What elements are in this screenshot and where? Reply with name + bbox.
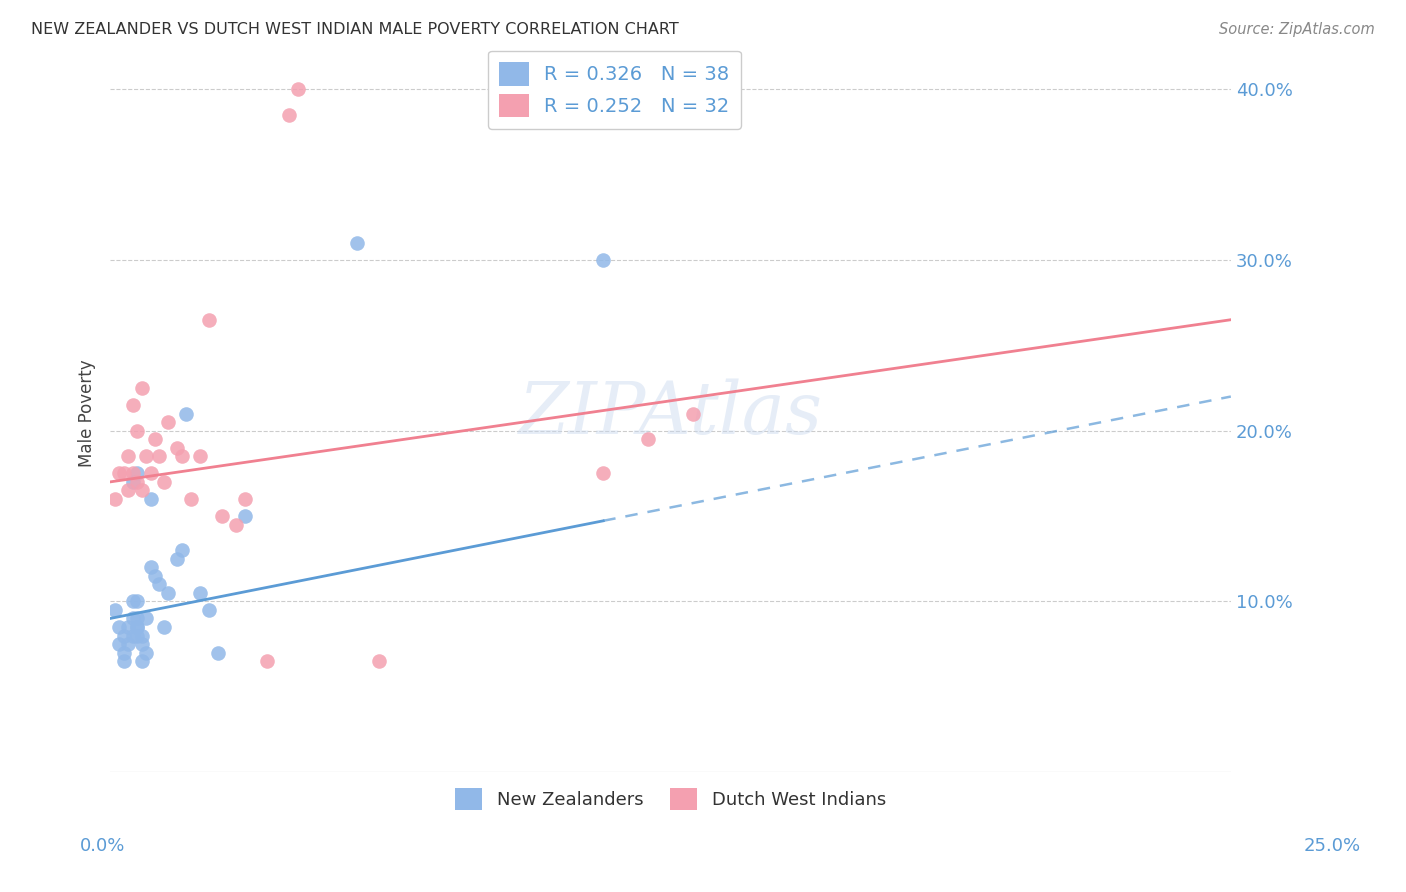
Point (157, 586, 180, 600)
Point (131, 628, 153, 642)
Point (112, 467, 135, 481)
Point (176, 407, 198, 421)
Point (157, 415, 180, 429)
Point (125, 594, 148, 608)
Point (125, 467, 148, 481)
Point (256, 654, 278, 668)
Text: Source: ZipAtlas.com: Source: ZipAtlas.com (1219, 22, 1375, 37)
Point (592, 467, 614, 481)
Point (131, 483, 153, 498)
Point (112, 654, 135, 668)
Point (108, 467, 131, 481)
Point (166, 441, 188, 455)
Point (368, 654, 391, 668)
Text: 0.0%: 0.0% (80, 837, 125, 855)
Point (170, 450, 193, 464)
Point (153, 620, 176, 634)
Point (121, 467, 143, 481)
Point (143, 568, 166, 582)
Point (287, 82, 309, 96)
Point (148, 577, 170, 591)
Point (121, 398, 143, 412)
Point (125, 628, 148, 642)
Point (117, 620, 139, 634)
Point (637, 432, 659, 446)
Legend: New Zealanders, Dutch West Indians: New Zealanders, Dutch West Indians (447, 780, 893, 817)
Point (188, 450, 211, 464)
Point (346, 235, 368, 250)
Point (211, 509, 233, 524)
Point (197, 312, 219, 326)
Point (121, 475, 143, 489)
Point (180, 491, 202, 506)
Text: ZIPAtlas: ZIPAtlas (519, 378, 823, 449)
Point (143, 432, 166, 446)
Point (233, 509, 256, 524)
Point (139, 467, 162, 481)
Point (225, 517, 247, 532)
Point (121, 628, 143, 642)
Point (233, 491, 256, 506)
Point (104, 603, 127, 617)
Point (125, 620, 148, 634)
Point (125, 475, 148, 489)
Point (682, 407, 704, 421)
Point (197, 603, 219, 617)
Text: 25.0%: 25.0% (1303, 837, 1361, 855)
Point (592, 252, 614, 267)
Point (112, 646, 135, 660)
Point (131, 654, 153, 668)
Point (207, 646, 229, 660)
Point (125, 611, 148, 625)
Point (278, 108, 301, 122)
Point (135, 450, 157, 464)
Point (121, 611, 143, 625)
Point (112, 628, 135, 642)
Point (170, 543, 193, 558)
Point (121, 594, 143, 608)
Point (108, 637, 131, 651)
Point (139, 491, 162, 506)
Point (117, 450, 139, 464)
Point (104, 491, 127, 506)
Point (108, 620, 131, 634)
Point (166, 551, 188, 566)
Point (139, 560, 162, 574)
Point (125, 424, 148, 438)
Point (153, 475, 176, 489)
Point (125, 620, 148, 634)
Point (117, 483, 139, 498)
Point (131, 637, 153, 651)
Y-axis label: Male Poverty: Male Poverty (79, 359, 96, 467)
Point (131, 381, 153, 395)
Point (188, 586, 211, 600)
Point (135, 646, 157, 660)
Point (117, 637, 139, 651)
Point (135, 611, 157, 625)
Point (148, 450, 170, 464)
Text: NEW ZEALANDER VS DUTCH WEST INDIAN MALE POVERTY CORRELATION CHART: NEW ZEALANDER VS DUTCH WEST INDIAN MALE … (31, 22, 679, 37)
